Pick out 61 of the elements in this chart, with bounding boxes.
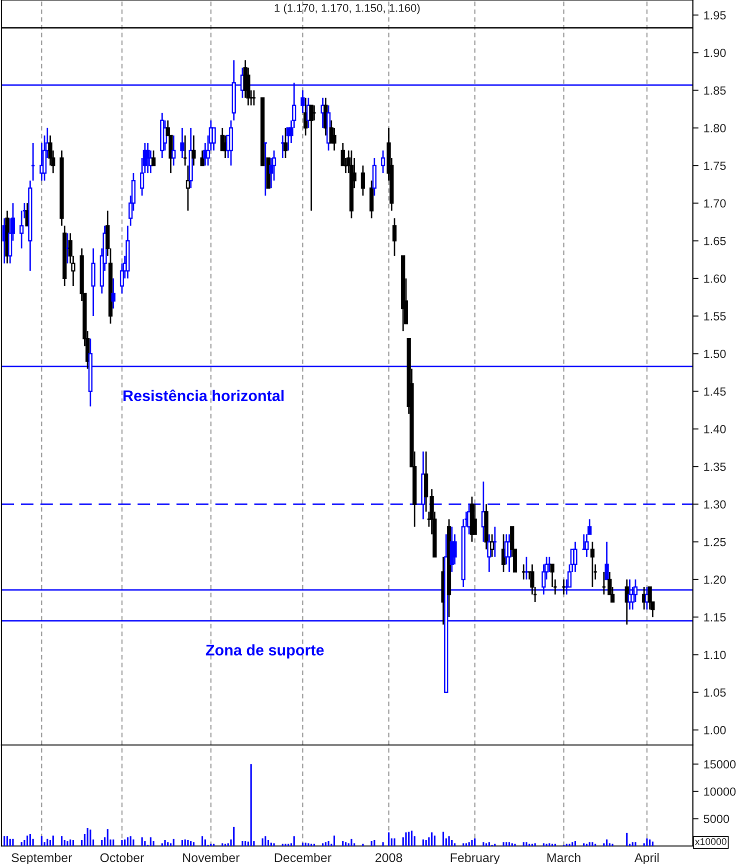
y-tick-label: 1.30 xyxy=(704,500,726,509)
candlestick xyxy=(590,541,595,588)
candlestick xyxy=(309,104,314,212)
y-tick-label: 1.55 xyxy=(704,312,726,320)
y-tick-label: 1.00 xyxy=(704,726,726,734)
y-tick-label: 1.35 xyxy=(704,462,726,471)
candlestick xyxy=(312,104,316,122)
y-tick-label: 1.80 xyxy=(704,124,726,132)
candlestick xyxy=(252,90,256,106)
x-tick-label: March xyxy=(547,852,580,862)
candlestick xyxy=(521,564,526,580)
y-tick-label: 1.65 xyxy=(704,236,726,246)
y-tick-label: 1.85 xyxy=(704,86,726,95)
candlestick xyxy=(490,534,494,558)
candlestick xyxy=(91,248,96,317)
x-tick-label: November xyxy=(183,852,240,862)
y-tick-label: 1.70 xyxy=(704,199,726,208)
x-tick-label: October xyxy=(100,852,144,862)
y-tick-label: 1.15 xyxy=(704,613,726,622)
y-tick-label: 1.40 xyxy=(704,424,726,434)
y-tick-label: 1.45 xyxy=(704,387,726,396)
y-tick-label: 1.05 xyxy=(704,688,726,697)
candlestick xyxy=(200,150,204,166)
candlestick xyxy=(524,556,529,580)
y-tick-label: 5000 xyxy=(704,814,730,824)
candlestick xyxy=(151,150,156,166)
y-tick-label: 1.95 xyxy=(704,11,726,20)
y-axis-title: x10000 xyxy=(695,838,726,846)
candlestick xyxy=(648,586,652,610)
y-tick-label: 1.25 xyxy=(704,538,726,546)
y-tick-label: 10000 xyxy=(704,787,736,796)
candlestick xyxy=(283,127,288,159)
candlestick xyxy=(172,134,176,166)
candlestick xyxy=(111,278,116,310)
y-tick-label: 15000 xyxy=(704,760,736,768)
ref-line-label: Resistência horizontal xyxy=(124,390,284,402)
candlestick xyxy=(360,164,366,196)
x-tick-label: 2008 xyxy=(375,853,402,862)
candlestick xyxy=(392,218,397,257)
candlestick xyxy=(492,526,498,558)
candlestick xyxy=(573,541,578,573)
candlestick xyxy=(180,127,184,159)
candlestick xyxy=(369,180,374,219)
ref-line-label: Zona de suporte xyxy=(206,644,324,659)
y-tick-label: 1.20 xyxy=(704,575,726,584)
candlestick xyxy=(472,503,477,535)
candlestick xyxy=(507,534,512,573)
candlestick xyxy=(146,142,150,174)
candlestick xyxy=(228,120,234,166)
candlestick xyxy=(332,127,336,152)
candlestick xyxy=(380,150,386,174)
y-tick-label: 1.60 xyxy=(704,274,726,283)
y-tick-label: 1.10 xyxy=(704,650,726,660)
x-tick-label: December xyxy=(274,852,332,862)
candlestick xyxy=(192,134,196,166)
chart-title: 1 (1.170, 1.170, 1.150, 1.160) xyxy=(274,4,420,14)
y-tick-label: 1.90 xyxy=(704,48,726,58)
candlestick xyxy=(372,157,376,196)
y-tick-label: 1.75 xyxy=(704,162,726,170)
candlestick xyxy=(604,541,609,580)
y-tick-label: 1.50 xyxy=(704,350,726,358)
